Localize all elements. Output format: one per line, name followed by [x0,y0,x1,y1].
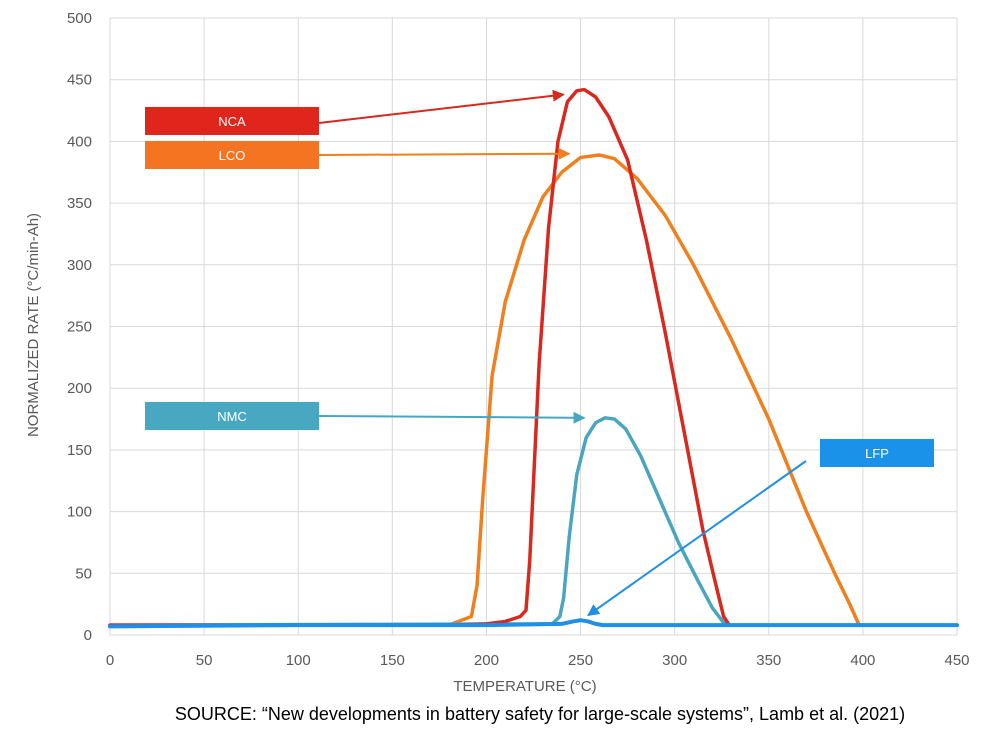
x-tick-label-450: 450 [944,652,969,669]
y-tick-label-0: 0 [84,627,92,644]
callout-box-lfp [820,439,934,467]
x-tick-label-250: 250 [568,652,593,669]
y-axis-ticks: 0 50 100 150 200 250 300 350 400 450 500 [67,10,92,644]
series-line-nca [108,87,732,627]
x-tick-label-200: 200 [474,652,499,669]
callout-box-nmc [145,402,319,430]
y-tick-label-200: 200 [67,380,92,397]
y-tick-label-150: 150 [67,442,92,459]
source-caption: SOURCE: “New developments in battery saf… [175,704,905,724]
callout-box-lco [145,141,319,169]
y-axis-title: NORMALIZED RATE (°C/min-Ah) [25,213,42,437]
callout-label-lfp: LFP [865,446,889,461]
grid-lines [109,17,958,636]
x-tick-label-400: 400 [850,652,875,669]
y-tick-label-400: 400 [67,133,92,150]
y-tick-label-450: 450 [67,72,92,89]
callouts: NCA LCO NMC LFP [145,89,934,617]
y-tick-label-250: 250 [67,319,92,336]
callout-label-nmc: NMC [217,409,247,424]
callout-label-nca: NCA [218,114,246,129]
x-tick-label-350: 350 [756,652,781,669]
callout-arrow-lfp [587,460,807,617]
x-tick-label-0: 0 [106,652,114,669]
x-tick-label-150: 150 [380,652,405,669]
callout-arrow-lco [318,147,571,160]
y-tick-label-500: 500 [67,10,92,27]
callout-box-nca [145,107,319,135]
x-axis-title: TEMPERATURE (°C) [453,678,596,695]
y-tick-label-350: 350 [67,195,92,212]
series-lines [108,87,959,629]
callout-arrow-nmc [318,411,586,424]
x-tick-label-300: 300 [662,652,687,669]
y-tick-label-50: 50 [75,565,92,582]
callout-arrow-nca [318,89,565,124]
x-axis-ticks: 0 50 100 150 200 250 300 350 400 450 [106,652,970,669]
series-line-lco [108,153,861,627]
callout-label-lco: LCO [219,148,246,163]
series-line-lfp [108,618,959,629]
x-tick-label-100: 100 [286,652,311,669]
y-tick-label-100: 100 [67,504,92,521]
x-tick-label-50: 50 [196,652,213,669]
y-tick-label-300: 300 [67,257,92,274]
series-line-nmc [108,416,728,627]
